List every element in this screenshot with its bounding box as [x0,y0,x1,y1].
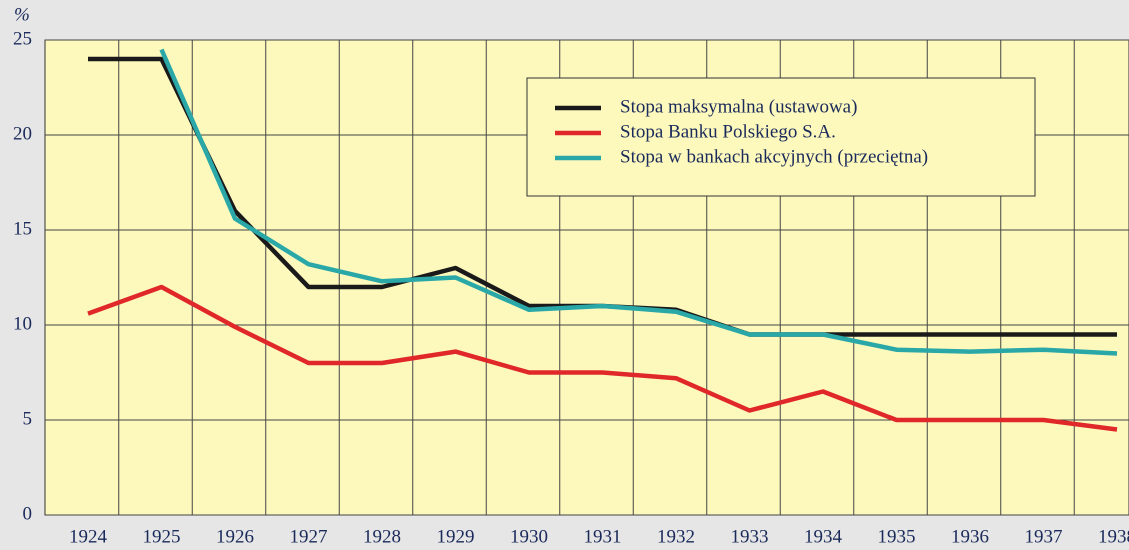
y-tick-label: 20 [13,123,32,144]
unit-label: % [14,4,30,25]
x-tick-label: 1931 [584,526,622,547]
x-tick-label: 1936 [951,526,989,547]
legend-label: Stopa w bankach akcyjnych (przeciętna) [620,146,928,167]
y-tick-label: 15 [13,218,32,239]
legend: Stopa maksymalna (ustawowa) Stopa Banku P… [526,77,1036,197]
x-tick-label: 1937 [1025,526,1063,547]
series-line [87,284,1118,432]
x-tick-label: 1924 [69,526,108,547]
x-tick-label: 1927 [290,526,328,547]
lines [87,48,1118,432]
series-line [159,48,1118,356]
legend-box [526,77,1036,197]
x-tick-label: 1925 [143,526,181,547]
x-tick-label: 1928 [363,526,401,547]
x-tick-label: 1930 [510,526,548,547]
legend-label: Stopa Banku Polskiego S.A. [620,121,836,142]
x-tick-label: 1934 [804,526,843,547]
y-tick-label: 5 [23,408,33,429]
x-tick-label: 1933 [731,526,769,547]
legend-label: Stopa maksymalna (ustawowa) [620,96,857,117]
y-tick-label: 25 [13,28,32,49]
x-tick-label: 1932 [657,526,695,547]
y-tick-label: 0 [23,503,33,524]
x-tick-label: 1926 [216,526,254,547]
x-tick-label: 1935 [878,526,916,547]
y-tick-label: 10 [13,313,32,334]
x-tick-label: 1929 [437,526,475,547]
x-tick-label: 1938 [1098,526,1129,547]
